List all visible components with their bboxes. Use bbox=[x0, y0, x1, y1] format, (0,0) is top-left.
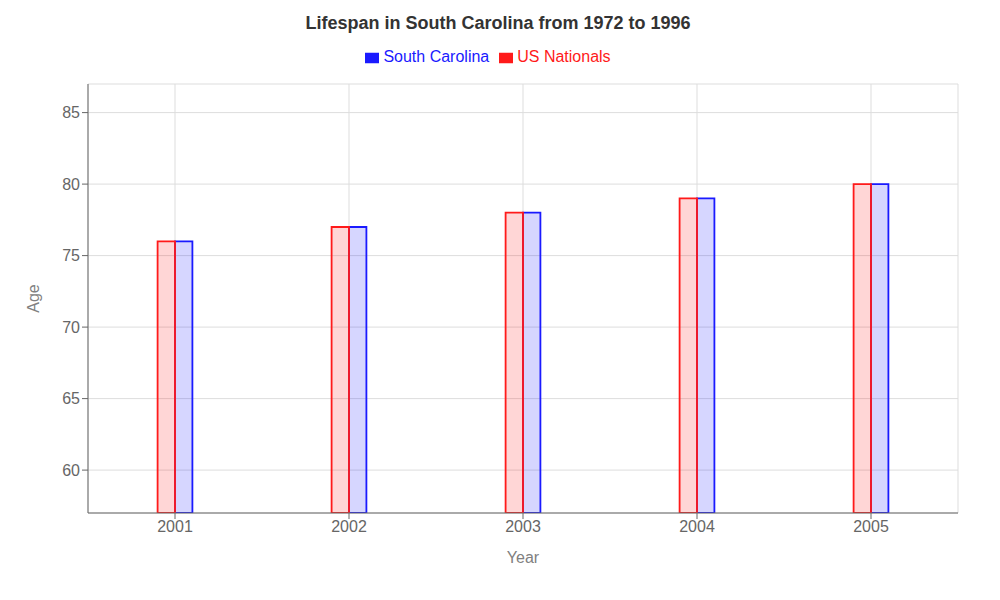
svg-text:Age: Age bbox=[25, 284, 42, 313]
svg-text:2003: 2003 bbox=[505, 518, 541, 535]
html-text:US Nationals: US Nationals bbox=[517, 48, 611, 65]
svg-text:60: 60 bbox=[62, 462, 80, 479]
svg-text:2005: 2005 bbox=[853, 518, 889, 535]
svg-text:2004: 2004 bbox=[679, 518, 715, 535]
svg-text:70: 70 bbox=[62, 319, 80, 336]
svg-text:85: 85 bbox=[62, 104, 80, 121]
svg-text:2001: 2001 bbox=[157, 518, 193, 535]
svg-text:2002: 2002 bbox=[331, 518, 367, 535]
svg-text:80: 80 bbox=[62, 176, 80, 193]
html-text:South Carolina: South Carolina bbox=[383, 48, 490, 65]
svg-text:75: 75 bbox=[62, 247, 80, 264]
svg-text:Year: Year bbox=[507, 549, 540, 566]
svg-text:65: 65 bbox=[62, 390, 80, 407]
html-text:Lifespan in South Carolina fro: Lifespan in South Carolina from 1972 to … bbox=[305, 13, 691, 33]
